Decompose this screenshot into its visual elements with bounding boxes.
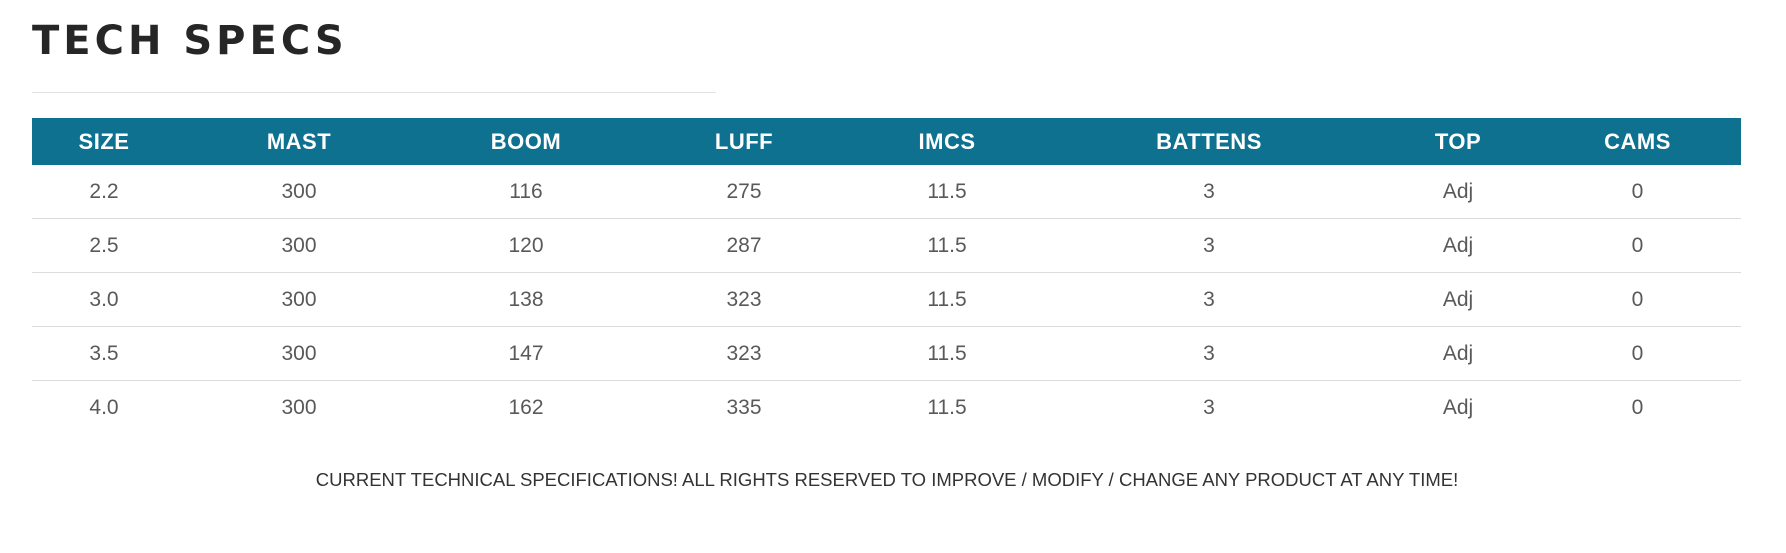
table-cell: 3 (1036, 218, 1382, 273)
table-cell: 11.5 (858, 326, 1036, 381)
table-cell: 275 (630, 165, 858, 219)
table-cell: 147 (422, 326, 630, 381)
table-cell: 0 (1534, 272, 1741, 327)
table-cell: 300 (176, 272, 422, 327)
table-cell: 300 (176, 218, 422, 273)
column-header: CAMS (1534, 118, 1741, 165)
table-cell: 287 (630, 218, 858, 273)
table-cell: 3 (1203, 395, 1215, 419)
table-cell: 2.2 (32, 165, 176, 219)
table-cell: 323 (630, 326, 858, 381)
table-cell: 0 (1534, 165, 1741, 219)
table-cell: 300 (176, 326, 422, 381)
table-cell: 2.5 (32, 218, 176, 273)
table-cell: 3.5 (32, 326, 176, 381)
table-cell: 0 (1631, 395, 1644, 419)
column-header: IMCS (858, 118, 1036, 165)
table-cell: 0 (1534, 218, 1741, 273)
table-cell: 0 (1534, 326, 1741, 381)
table-row: 2.2 300 116 275 11.5 3 Adj 0 (32, 165, 1741, 219)
column-header: BOOM (422, 118, 630, 165)
table-cell: 3 (1036, 326, 1382, 381)
column-header: SIZE (32, 118, 176, 165)
table-row: 3.5 300 147 323 11.5 3 Adj 0 (32, 326, 1741, 381)
column-header: LUFF (630, 118, 858, 165)
table-cell: 4.0 (89, 395, 119, 419)
table-cell: Adj (1442, 395, 1474, 419)
column-header: MAST (176, 118, 422, 165)
table-cell: 138 (422, 272, 630, 327)
column-header: TOP (1382, 118, 1534, 165)
table-row: 3.0 300 138 323 11.5 3 Adj 0 (32, 272, 1741, 327)
table-cell: Adj (1382, 272, 1534, 327)
specs-table: SIZE MAST BOOM LUFF IMCS BATTENS TOP CAMS 2.2 30… (32, 118, 1741, 434)
header-row: SIZE MAST BOOM LUFF IMCS BATTENS TOP CAMS (32, 118, 1741, 165)
table-row: 2.5 300 120 287 11.5 3 Adj 0 (32, 218, 1741, 273)
table-cell: 3 (1036, 165, 1382, 219)
table-cell: Adj (1382, 165, 1534, 219)
table-cell: 120 (422, 218, 630, 273)
table-row: 4.0 300 162 335 11.5 3 Adj 0 (32, 381, 1741, 435)
table-cell: Adj (1382, 326, 1534, 381)
table-cell: 11.5 (858, 165, 1036, 219)
table-cell: 11.5 (927, 395, 967, 419)
footnote: CURRENT TECHNICAL SPECIFICATIONS! ALL RI… (315, 469, 1459, 490)
table-cell: Adj (1382, 218, 1534, 273)
table-cell: 11.5 (858, 272, 1036, 327)
table-cell: 335 (726, 395, 762, 419)
column-header: BATTENS (1036, 118, 1382, 165)
table-body: 2.2 300 116 275 11.5 3 Adj 0 2.5 300 120 287 11.5 3 Ad… (32, 165, 1741, 434)
table-cell: 116 (422, 165, 630, 219)
table-cell: 300 (281, 395, 317, 419)
table-cell: 3.0 (32, 272, 176, 327)
table-cell: 162 (508, 395, 544, 419)
page-title: TECH SPECS (32, 18, 348, 64)
divider (32, 92, 716, 93)
table-cell: 11.5 (858, 218, 1036, 273)
table-cell: 300 (176, 165, 422, 219)
table-cell: 3 (1036, 272, 1382, 327)
table-cell: 323 (630, 272, 858, 327)
